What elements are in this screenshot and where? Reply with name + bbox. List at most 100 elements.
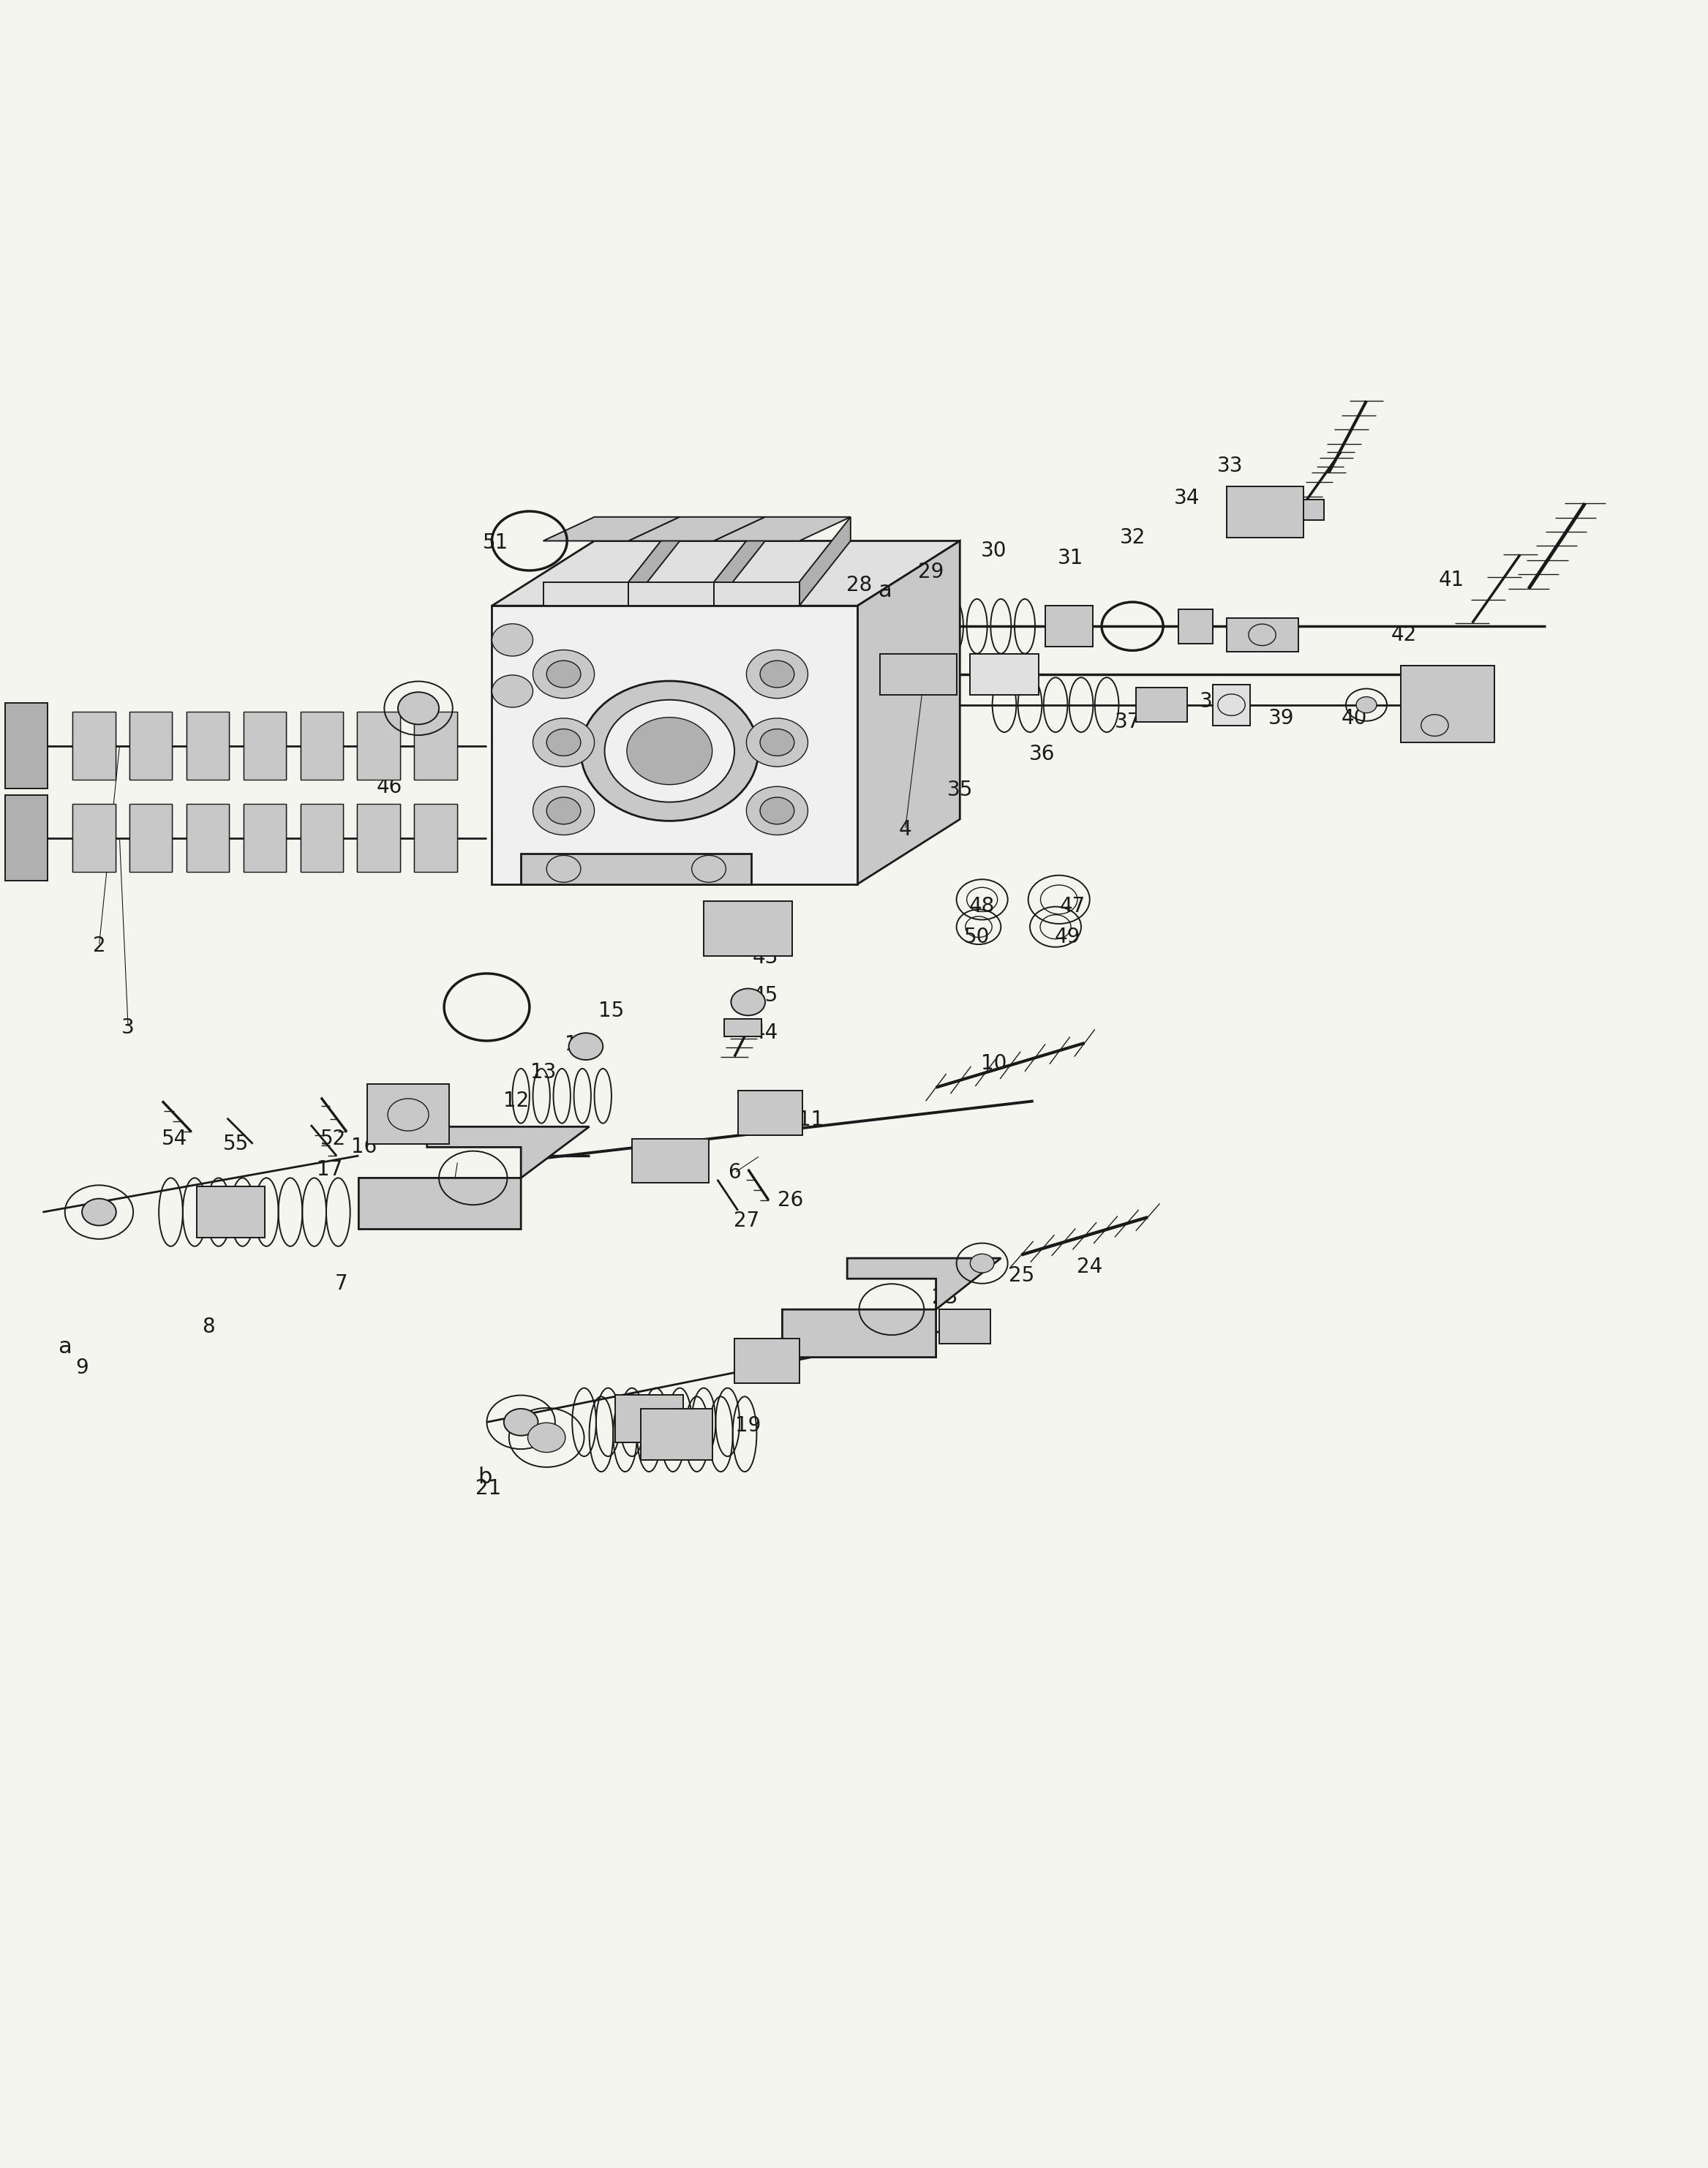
Bar [1179, 609, 1213, 644]
Text: 5: 5 [442, 1203, 456, 1225]
Bar [543, 581, 629, 605]
Text: 35: 35 [946, 780, 974, 800]
Ellipse shape [492, 674, 533, 707]
Text: 42: 42 [1390, 624, 1418, 646]
Ellipse shape [504, 1409, 538, 1435]
Text: 47: 47 [1059, 895, 1086, 917]
Text: 48: 48 [968, 895, 996, 917]
Text: 36: 36 [1028, 744, 1056, 765]
Text: 18: 18 [767, 1353, 794, 1372]
Bar [72, 804, 116, 872]
Bar [724, 1019, 762, 1036]
Bar [1136, 687, 1187, 722]
Bar [880, 653, 956, 694]
Ellipse shape [547, 798, 581, 824]
Ellipse shape [731, 989, 765, 1015]
Ellipse shape [533, 787, 594, 835]
Polygon shape [629, 516, 765, 540]
Polygon shape [521, 854, 752, 885]
Text: 19: 19 [734, 1416, 762, 1435]
Text: 10: 10 [980, 1054, 1008, 1073]
Ellipse shape [627, 718, 712, 785]
Bar [186, 804, 229, 872]
Bar [615, 1394, 683, 1442]
Polygon shape [714, 516, 851, 540]
Text: 4: 4 [898, 820, 912, 839]
Text: 1: 1 [673, 585, 687, 605]
Bar [1401, 666, 1494, 741]
Bar [413, 804, 456, 872]
Bar [640, 1409, 712, 1459]
Text: 3: 3 [121, 1017, 135, 1038]
Text: 39: 39 [1267, 709, 1295, 728]
Text: 38: 38 [1199, 692, 1226, 711]
Ellipse shape [746, 787, 808, 835]
Bar [196, 1186, 265, 1238]
Text: 17: 17 [316, 1160, 343, 1179]
Bar [186, 711, 229, 780]
Bar [970, 653, 1038, 694]
Ellipse shape [581, 681, 758, 822]
Bar [492, 605, 857, 885]
Bar [357, 804, 400, 872]
Ellipse shape [547, 728, 581, 757]
Text: 13: 13 [529, 1062, 557, 1082]
Text: a: a [58, 1335, 72, 1357]
Text: 41: 41 [1438, 570, 1465, 590]
Text: 7: 7 [335, 1273, 348, 1294]
Bar [714, 581, 799, 605]
Text: 52: 52 [319, 1127, 347, 1149]
Bar [1290, 501, 1324, 520]
Text: 22: 22 [845, 1309, 873, 1329]
Text: 14: 14 [564, 1034, 591, 1056]
Bar [5, 796, 48, 880]
Bar [1213, 685, 1250, 726]
Bar [632, 1138, 709, 1184]
Text: b: b [881, 676, 895, 696]
Ellipse shape [746, 718, 808, 767]
Text: 15: 15 [598, 999, 625, 1021]
Bar [1226, 486, 1303, 538]
Text: 34: 34 [1173, 488, 1201, 509]
Ellipse shape [533, 718, 594, 767]
Text: 44: 44 [752, 1023, 779, 1043]
Bar [243, 804, 285, 872]
Text: 6: 6 [728, 1162, 741, 1184]
Bar [72, 711, 116, 780]
Bar [357, 711, 400, 780]
Ellipse shape [398, 692, 439, 724]
Text: 2: 2 [92, 934, 106, 956]
Polygon shape [543, 516, 680, 540]
Polygon shape [799, 516, 851, 605]
Ellipse shape [605, 700, 734, 802]
Ellipse shape [1356, 696, 1377, 713]
Bar [734, 1338, 799, 1383]
Text: 54: 54 [161, 1127, 188, 1149]
Text: 24: 24 [1076, 1257, 1103, 1277]
Text: a: a [878, 579, 892, 601]
Ellipse shape [746, 650, 808, 698]
Text: 20: 20 [640, 1444, 668, 1466]
Text: 33: 33 [1216, 455, 1243, 477]
Ellipse shape [760, 798, 794, 824]
Bar [130, 804, 173, 872]
Text: 26: 26 [777, 1190, 804, 1210]
Ellipse shape [760, 728, 794, 757]
Text: b: b [478, 1466, 492, 1487]
Text: 25: 25 [1008, 1266, 1035, 1286]
Text: 28: 28 [845, 575, 873, 596]
Ellipse shape [492, 624, 533, 657]
Polygon shape [1226, 618, 1298, 653]
Text: 12: 12 [502, 1091, 529, 1112]
Text: 49: 49 [1054, 928, 1081, 947]
Text: 46: 46 [376, 776, 403, 798]
Bar [130, 711, 173, 780]
Ellipse shape [970, 1253, 994, 1273]
Text: 11: 11 [798, 1110, 825, 1130]
Text: 9: 9 [75, 1357, 89, 1377]
Ellipse shape [528, 1422, 565, 1453]
Bar [629, 581, 714, 605]
Ellipse shape [569, 1032, 603, 1060]
Bar [738, 1091, 803, 1136]
Ellipse shape [82, 1199, 116, 1225]
